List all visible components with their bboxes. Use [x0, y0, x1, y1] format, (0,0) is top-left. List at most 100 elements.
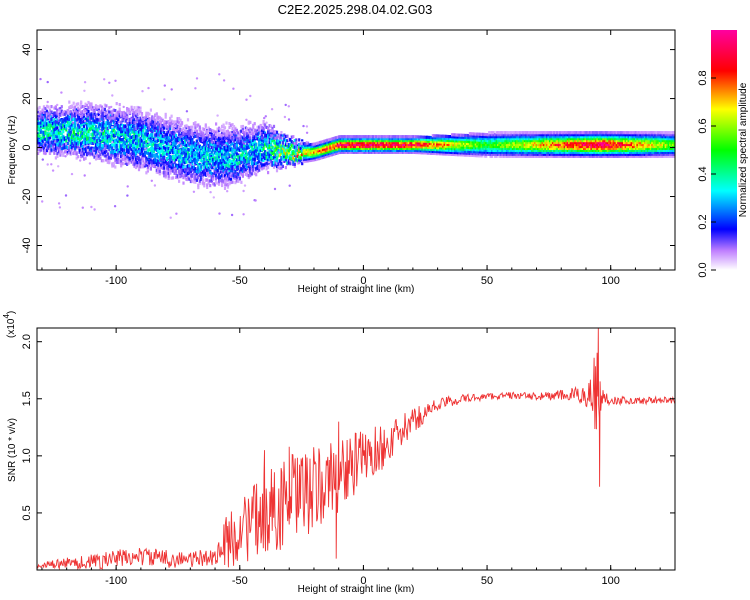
heatmap-cell — [333, 146, 336, 150]
heatmap-cell — [108, 161, 111, 165]
heatmap-cell — [281, 164, 284, 168]
heatmap-cell — [75, 145, 78, 149]
heatmap-cell — [102, 114, 105, 118]
heatmap-cell — [56, 118, 59, 122]
heatmap-cell — [246, 135, 249, 139]
heatmap-cell — [218, 141, 221, 145]
heatmap-cell — [100, 115, 103, 119]
heatmap-cell — [247, 157, 250, 161]
heatmap-cell — [126, 139, 129, 143]
heatmap-cell — [222, 162, 225, 166]
heatmap-cell — [237, 136, 240, 140]
heatmap-cell — [112, 161, 115, 166]
heatmap-cell — [112, 154, 115, 158]
heatmap-cell — [339, 148, 342, 152]
heatmap-cell — [232, 176, 236, 180]
heatmap-cell — [161, 118, 164, 122]
heatmap-cell — [59, 132, 62, 136]
heatmap-cell — [356, 150, 359, 154]
heatmap-cell — [154, 126, 157, 130]
heatmap-cell — [198, 145, 201, 149]
heatmap-cell — [232, 174, 236, 178]
heatmap-cell — [390, 144, 393, 149]
heatmap-cell — [179, 155, 182, 159]
heatmap-cell — [320, 156, 323, 160]
heatmap-cell — [124, 130, 127, 134]
heatmap-cell — [231, 155, 234, 159]
heatmap-cell — [280, 149, 283, 154]
heatmap-cell — [361, 135, 365, 139]
heatmap-cell — [170, 141, 173, 145]
heatmap-cell — [194, 144, 197, 148]
heatmap-cell — [137, 150, 141, 154]
heatmap-cell — [269, 160, 273, 164]
heatmap-cell — [160, 158, 163, 162]
heatmap-cell — [296, 146, 299, 150]
heatmap-cell — [68, 146, 71, 150]
heatmap-cell — [97, 138, 100, 143]
heatmap-cell — [238, 142, 241, 146]
heatmap-cell — [387, 139, 390, 143]
heatmap-cell — [400, 140, 403, 145]
heatmap-cell — [180, 153, 184, 157]
heatmap-cell — [222, 169, 225, 173]
heatmap-cell — [336, 151, 339, 155]
heatmap-cell — [146, 114, 149, 119]
heatmap-cell — [256, 164, 259, 169]
heatmap-cell — [72, 151, 75, 156]
heatmap-cell — [347, 139, 350, 143]
heatmap-cell — [182, 147, 185, 151]
heatmap-cell — [229, 132, 233, 136]
heatmap-cell — [307, 153, 310, 157]
heatmap-cell — [37, 107, 40, 111]
heatmap-cell — [209, 134, 212, 138]
heatmap-cell — [201, 153, 204, 157]
heatmap-cell — [74, 139, 77, 143]
heatmap-cell — [180, 151, 184, 155]
heatmap-cell — [197, 175, 200, 179]
heatmap-cell — [367, 135, 371, 139]
heatmap-cell — [378, 140, 381, 145]
heatmap-cell — [287, 156, 290, 160]
heatmap-cell — [287, 157, 290, 161]
heatmap-cell — [38, 138, 41, 142]
heatmap-cell — [382, 139, 385, 143]
heatmap-cell — [295, 141, 298, 145]
heatmap-cell — [154, 118, 157, 122]
heatmap-cell — [267, 143, 270, 147]
heatmap-cell — [81, 131, 84, 136]
heatmap-cell — [378, 150, 381, 154]
heatmap-cell — [99, 147, 102, 151]
heatmap-cell — [345, 137, 348, 141]
heatmap-cell — [348, 140, 351, 145]
heatmap-cell — [265, 142, 268, 146]
heatmap-cell — [320, 154, 323, 158]
heatmap-cell — [345, 148, 348, 152]
heatmap-cell — [393, 148, 396, 152]
heatmap-cell — [221, 183, 224, 188]
heatmap-cell — [121, 124, 124, 128]
heatmap-cell — [108, 155, 111, 159]
heatmap-cell — [117, 158, 120, 162]
heatmap-cell — [375, 140, 378, 145]
heatmap-cell — [45, 112, 49, 116]
heatmap-cell — [244, 172, 247, 176]
heatmap-cell — [267, 155, 270, 159]
heatmap-cell — [240, 129, 243, 133]
heatmap-cell — [262, 143, 265, 147]
heatmap-cell — [175, 153, 178, 157]
heatmap-cell — [232, 139, 236, 143]
heatmap-cell — [185, 157, 188, 161]
heatmap-cell — [333, 136, 336, 140]
heatmap-cell — [161, 145, 164, 150]
heatmap-cell — [323, 141, 326, 145]
heatmap-cell — [75, 142, 78, 146]
heatmap-cell — [375, 135, 378, 139]
heatmap-cell — [90, 140, 93, 145]
heatmap-cell — [378, 148, 381, 152]
heatmap-cell — [172, 163, 175, 167]
heatmap-cell — [222, 165, 225, 169]
heatmap-cell — [93, 152, 96, 156]
heatmap-cell — [148, 123, 151, 127]
heatmap-cell — [225, 142, 228, 146]
